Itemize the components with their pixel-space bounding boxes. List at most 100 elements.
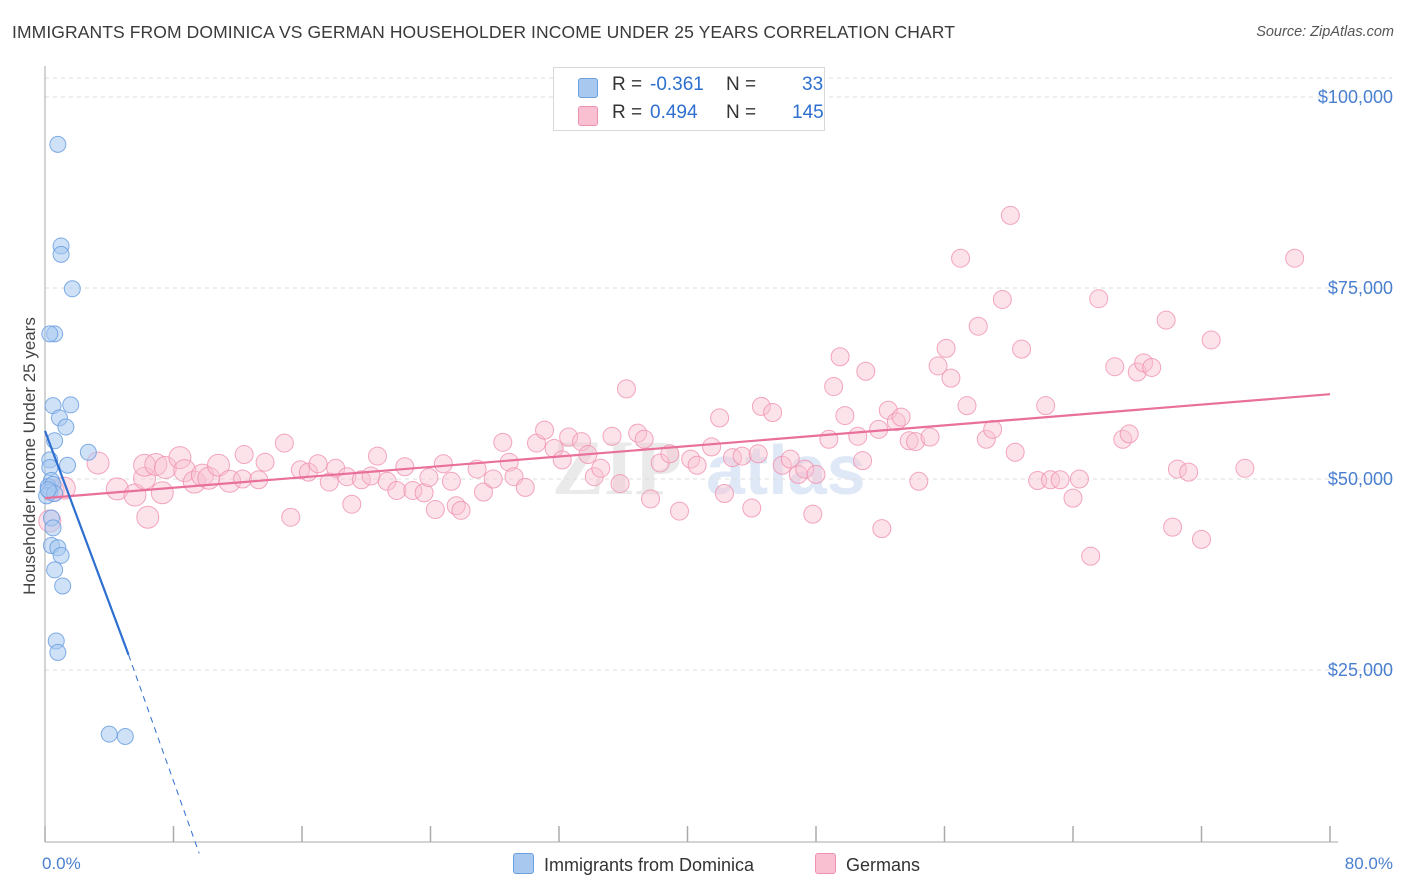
germans-point [419,467,439,487]
legend-r-value: -0.361 [650,74,704,95]
germans-point [1142,357,1162,377]
germans-point [710,408,730,428]
legend-r-label: R = [612,74,643,95]
germans-point [920,427,940,447]
watermark-atlas: atlas [706,431,866,509]
dominica-point [39,481,57,499]
germans-point [173,459,197,483]
germans-point [1113,429,1133,449]
trend-lines [43,393,1331,854]
germans-point [1119,424,1139,444]
germans-point [951,248,971,268]
source-label: Source: ZipAtlas.com [1256,24,1394,40]
germans-point [1089,289,1109,309]
germans-point [909,471,929,491]
germans-point [803,504,823,524]
germans-point [136,505,160,529]
bottom-legend-label-dominica: Immigrants from Dominica [544,855,755,875]
germans-point [634,429,654,449]
germans-point [515,477,535,497]
germans-point [144,452,168,476]
germans-point [337,467,357,487]
dominica-point [44,519,62,537]
bottom-legend-swatch-germans [815,853,836,874]
germans-point [856,361,876,381]
germans-point [742,498,762,518]
y-axis-label: Householder Income Under 25 years [20,317,39,595]
dominica-point [41,325,59,343]
germans-point [848,426,868,446]
germans-point [451,500,471,520]
germans-point [1050,470,1070,490]
germans-points [38,205,1305,566]
germans-point [1041,470,1061,490]
germans-point [660,444,680,464]
germans-point [342,494,362,514]
germans-point [433,454,453,474]
dominica-point [54,577,72,595]
germans-point [403,480,423,500]
bottom-legend-swatch-dominica [513,853,534,874]
germans-point [150,481,174,505]
germans-point [1000,205,1020,225]
grid [45,77,1392,671]
dominica-point [62,396,80,414]
germans-point [414,483,434,503]
germans-point [425,500,445,520]
watermark: ZIP atlas [552,424,866,511]
legend-swatch-germans [578,106,598,126]
germans-point [983,419,1003,439]
germans-point [602,426,622,446]
dominica-point [46,561,64,579]
germans-point [992,289,1012,309]
y-tick-label: $50,000 [1328,469,1393,489]
germans-point [281,507,301,527]
germans-point [1235,458,1255,478]
dominica-point [49,135,67,153]
germans-point [714,484,734,504]
legend-row-dominica: R = -0.361 N = 33 [554,73,824,99]
chart-title: IMMIGRANTS FROM DOMINICA VS GERMAN HOUSE… [12,22,956,42]
x-tick-label-min: 0.0% [42,854,81,873]
germans-point [153,456,177,480]
germans-point [290,460,310,480]
germans-point [957,396,977,416]
germans-point [351,470,371,490]
germans-point [641,489,661,509]
legend-n-label: N = [726,102,757,123]
x-tick-label-max: 80.0% [1345,854,1393,873]
germans-point [493,432,513,452]
germans-point [1069,469,1089,489]
bottom-legend-label-germans: Germans [846,855,921,875]
germans-point [591,458,611,478]
germans-point [206,453,230,477]
germans-point [941,368,961,388]
germans-point [722,448,742,468]
germans-point [1105,357,1125,377]
germans-point [1192,529,1211,549]
germans-point [702,437,722,457]
germans-point [732,446,752,466]
germans-point [1163,517,1183,537]
germans-point [552,450,572,470]
germans-point [559,427,579,447]
germans-point [168,446,192,470]
dominica-point [63,280,81,298]
dominica-point [52,546,70,564]
germans-point [835,406,855,426]
germans-point [395,457,415,477]
germans-point [1127,362,1147,382]
germans-trend-line [44,393,1331,500]
germans-point [255,452,275,472]
dominica-point [116,727,134,745]
germans-point [1285,248,1305,268]
legend-n-value: 33 [802,74,824,95]
legend: R = -0.361 N = 33 R = 0.494 N = 145 [553,67,825,131]
germans-point [669,501,689,521]
legend-n-value: 145 [792,102,824,123]
germans-point [872,519,892,539]
germans-point [387,480,407,500]
germans-point [535,420,555,440]
dominica-point [100,725,118,743]
germans-point [899,431,919,451]
